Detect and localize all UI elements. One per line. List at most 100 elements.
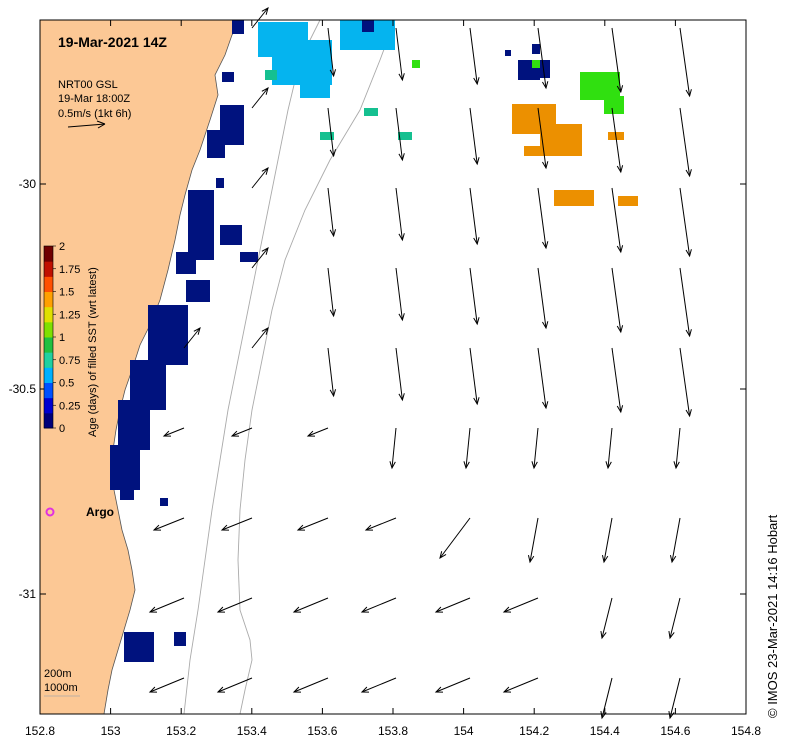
current-arrow xyxy=(531,427,539,470)
patch-age-0.75 xyxy=(364,108,378,116)
patch-age-0 xyxy=(186,280,210,302)
current-arrow xyxy=(251,86,269,109)
current-arrow xyxy=(395,347,405,402)
map-title: 19-Mar-2021 14Z xyxy=(58,34,167,50)
current-arrow xyxy=(611,267,624,334)
colorbar-segment xyxy=(44,291,53,308)
x-tick-label: 153.2 xyxy=(166,724,196,738)
current-arrow xyxy=(469,347,480,406)
current-arrow xyxy=(611,107,624,174)
x-axis: 152.8 153 153.2 153.4 153.6 153.8 154 154.2 154.… xyxy=(25,20,761,738)
current-arrow xyxy=(251,246,269,269)
patch-age-0.5 xyxy=(300,80,330,98)
colorbar-segment xyxy=(44,246,53,262)
patch-age-0 xyxy=(532,44,540,54)
current-arrow xyxy=(360,597,397,613)
current-arrow xyxy=(537,267,549,330)
colorbar-segment xyxy=(44,306,53,323)
patch-age-0 xyxy=(148,305,188,365)
current-arrow xyxy=(434,677,471,693)
current-arrow xyxy=(463,427,471,470)
patch-age-1.5 xyxy=(554,190,594,206)
patch-age-0 xyxy=(232,20,244,34)
current-arrow xyxy=(679,267,692,338)
y-tick-label: -31 xyxy=(19,587,37,601)
current-arrow xyxy=(527,517,539,564)
patch-age-0.75 xyxy=(398,132,412,140)
colorbar-tick-label: 0 xyxy=(59,423,65,435)
current-arrow xyxy=(502,597,539,613)
x-tick-label: 153.6 xyxy=(307,724,337,738)
current-arrow xyxy=(327,187,337,238)
x-tick-label: 153.4 xyxy=(237,724,267,738)
current-arrow xyxy=(395,27,405,82)
current-arrow xyxy=(148,597,185,613)
x-tick-label: 154 xyxy=(454,724,474,738)
patch-age-0 xyxy=(118,400,150,450)
x-tick-label: 154.2 xyxy=(519,724,549,738)
current-arrow xyxy=(327,27,337,78)
current-vectors xyxy=(148,6,692,720)
patch-age-0 xyxy=(540,60,550,78)
product-line-2: 19-Mar 18:00Z xyxy=(58,93,130,105)
colorbar-tick-label: 1.5 xyxy=(59,287,74,299)
current-arrow xyxy=(537,347,549,410)
scale-arrow xyxy=(67,120,106,129)
patch-age-0 xyxy=(124,632,154,662)
current-arrow xyxy=(679,187,692,258)
argo-marker xyxy=(45,507,55,517)
colorbar-segment xyxy=(44,367,53,383)
patch-age-0.5 xyxy=(272,40,332,85)
patch-age-1 xyxy=(604,96,624,114)
current-arrow xyxy=(395,187,405,242)
current-arrow xyxy=(439,517,471,560)
patch-age-0 xyxy=(120,480,134,500)
current-arrow xyxy=(148,677,185,693)
colorbar-tick-label: 0.5 xyxy=(59,378,74,390)
product-line-1: NRT00 GSL xyxy=(58,79,118,91)
current-arrow xyxy=(364,517,397,531)
colorbar-label: Age (days) of filled SST (wrt latest) xyxy=(87,267,99,437)
colorbar-segment xyxy=(44,276,53,292)
current-arrow xyxy=(220,517,253,531)
current-arrow xyxy=(183,326,201,349)
argo-label: Argo xyxy=(86,505,114,519)
current-arrow xyxy=(469,187,480,246)
colorbar-tick-label: 1 xyxy=(59,332,65,344)
patch-age-0.75 xyxy=(320,132,334,140)
patch-age-0 xyxy=(362,20,374,32)
patch-age-0 xyxy=(174,632,186,646)
colorbar-segment xyxy=(44,261,53,277)
current-arrow xyxy=(251,326,269,349)
contour-legend-200m: 200m xyxy=(44,668,72,680)
colorbar-tick-label: 1.75 xyxy=(59,264,80,276)
x-tick-label: 154.6 xyxy=(660,724,690,738)
current-arrow xyxy=(251,6,269,29)
product-line-3: 0.5m/s (1kt 6h) xyxy=(58,108,131,120)
colorbar-segment xyxy=(44,382,53,399)
current-arrow xyxy=(611,347,624,414)
x-tick-label: 153.8 xyxy=(378,724,408,738)
colorbar-segment xyxy=(44,337,53,353)
current-arrow xyxy=(601,517,613,564)
current-arrow xyxy=(216,677,253,693)
current-arrow xyxy=(327,107,337,158)
current-arrow xyxy=(679,347,692,418)
colorbar-tick-label: 0.25 xyxy=(59,400,80,412)
contour-legend-1000m: 1000m xyxy=(44,682,78,694)
current-arrow xyxy=(292,677,329,693)
patch-age-1 xyxy=(412,60,420,68)
colorbar-segment xyxy=(44,352,53,368)
current-arrow xyxy=(306,427,329,437)
patch-age-0 xyxy=(222,72,234,82)
credit-text: © IMOS 23-Mar-2021 14:16 Hobart xyxy=(765,514,780,718)
patch-age-1 xyxy=(580,72,620,100)
current-arrow xyxy=(230,427,253,437)
current-arrow xyxy=(605,427,613,470)
patch-age-0 xyxy=(240,252,258,262)
current-arrow xyxy=(162,427,185,437)
patch-age-0 xyxy=(216,178,224,188)
current-arrow xyxy=(600,597,613,640)
y-tick-label: -30.5 xyxy=(9,382,37,396)
